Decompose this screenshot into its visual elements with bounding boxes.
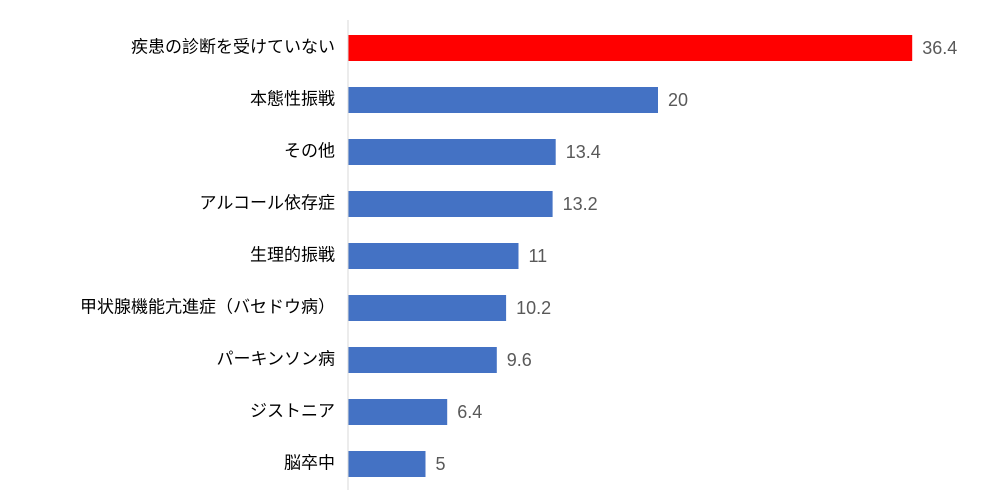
y-tick-label: パーキンソン病: [217, 349, 336, 368]
value-label: 10.2: [516, 298, 551, 318]
bar: [348, 347, 497, 373]
y-tick-label: アルコール依存症: [200, 193, 336, 212]
bar: [348, 295, 507, 321]
value-label: 9.6: [507, 350, 532, 370]
y-tick-label: その他: [284, 141, 335, 160]
bar: [348, 139, 556, 165]
bar: [348, 191, 553, 217]
y-tick-label: 生理的振戦: [250, 245, 335, 264]
bar: [348, 243, 519, 269]
bar: [348, 399, 448, 425]
y-tick-label: ジストニア: [250, 401, 335, 420]
value-label: 13.2: [563, 194, 598, 214]
y-tick-label: 脳卒中: [284, 453, 335, 472]
value-label: 5: [436, 454, 446, 474]
bar: [348, 87, 658, 113]
value-label: 13.4: [566, 142, 601, 162]
value-label: 11: [529, 246, 548, 266]
value-label: 20: [668, 90, 688, 110]
y-tick-label: 甲状腺機能亢進症（バセドウ病）: [80, 297, 335, 316]
y-tick-label: 疾患の診断を受けていない: [131, 37, 335, 56]
bar: [348, 35, 913, 61]
bar: [348, 451, 426, 477]
value-label: 6.4: [457, 402, 482, 422]
value-label: 36.4: [922, 38, 957, 58]
y-tick-label: 本態性振戦: [250, 89, 335, 108]
